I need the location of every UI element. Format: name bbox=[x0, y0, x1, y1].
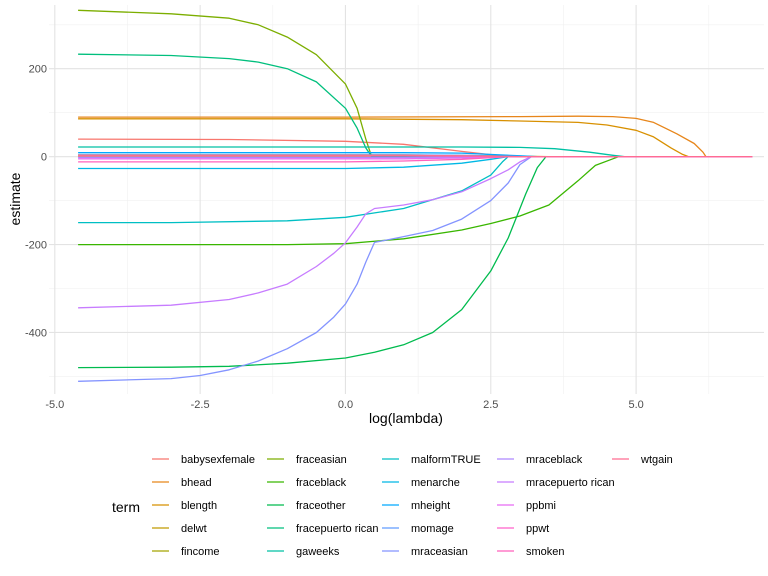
series-line bbox=[78, 155, 753, 382]
legend-label: delwt bbox=[181, 523, 207, 535]
series-line bbox=[78, 155, 753, 246]
series-line bbox=[78, 53, 753, 158]
series-lines bbox=[78, 9, 753, 382]
series-line bbox=[78, 9, 753, 158]
series-line bbox=[78, 115, 753, 158]
legend-label: menarche bbox=[411, 477, 460, 489]
legend-label: wtgain bbox=[640, 454, 673, 466]
legend-label: fraceblack bbox=[296, 477, 347, 489]
legend-label: mraceasian bbox=[411, 546, 468, 558]
series-line bbox=[78, 155, 753, 369]
y-tick-label: 0 bbox=[41, 152, 47, 164]
legend-label: momage bbox=[411, 523, 454, 535]
legend-label: mheight bbox=[411, 500, 450, 512]
x-tick-label: -5.0 bbox=[45, 399, 64, 411]
series-line bbox=[78, 138, 753, 158]
y-tick-label: -400 bbox=[25, 327, 47, 339]
x-tick-label: 5.0 bbox=[628, 399, 643, 411]
legend: term babysexfemale bhead blength delwt finco… bbox=[112, 454, 673, 558]
legend-label: ppbmi bbox=[526, 500, 556, 512]
legend-title: term bbox=[112, 499, 140, 515]
series-line bbox=[78, 118, 753, 158]
x-axis-title: log(lambda) bbox=[369, 410, 443, 426]
legend-label: smoken bbox=[526, 546, 565, 558]
legend-label: mraceblack bbox=[526, 454, 583, 466]
legend-label: fincome bbox=[181, 546, 220, 558]
legend-label: gaweeks bbox=[296, 546, 340, 558]
y-tick-label: -200 bbox=[25, 240, 47, 252]
legend-label: babysexfemale bbox=[181, 454, 255, 466]
y-tick-label: 200 bbox=[29, 64, 47, 76]
x-tick-label: -2.5 bbox=[191, 399, 210, 411]
legend-label: mracepuerto rican bbox=[526, 477, 615, 489]
x-tick-label: 0.0 bbox=[338, 399, 353, 411]
legend-label: ppwt bbox=[526, 523, 549, 535]
legend-label: bhead bbox=[181, 477, 212, 489]
x-tick-label: 2.5 bbox=[483, 399, 498, 411]
y-axis-title: estimate bbox=[7, 172, 23, 225]
legend-label: fracepuerto rican bbox=[296, 523, 379, 535]
legend-label: fraceasian bbox=[296, 454, 347, 466]
legend-label: fraceother bbox=[296, 500, 346, 512]
grid bbox=[49, 5, 764, 394]
x-axis-ticks: -5.0 -2.5 0.0 2.5 5.0 bbox=[45, 399, 643, 411]
y-axis-ticks: -400 -200 0 200 bbox=[25, 64, 47, 340]
series-line bbox=[78, 154, 753, 158]
legend-label: malformTRUE bbox=[411, 454, 481, 466]
series-line bbox=[78, 155, 753, 309]
legend-label: blength bbox=[181, 500, 217, 512]
